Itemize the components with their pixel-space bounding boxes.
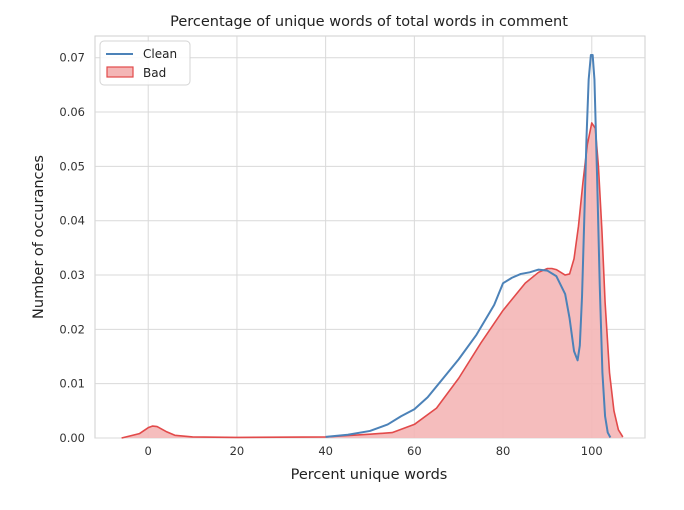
- y-tick-label: 0.07: [59, 51, 85, 65]
- y-axis-ticks: 0.00 0.01 0.02 0.03 0.04 0.05 0.06 0.07: [59, 51, 85, 445]
- series-layer: [121, 54, 624, 439]
- x-tick-label: 0: [145, 444, 152, 458]
- y-tick-label: 0.05: [59, 159, 85, 173]
- legend: Clean Bad: [99, 40, 191, 86]
- x-tick-label: 20: [230, 444, 245, 458]
- series-clean-line: [325, 54, 612, 438]
- y-tick-label: 0.01: [59, 377, 85, 391]
- series-bad-area: [121, 122, 623, 439]
- y-tick-label: 0.03: [59, 268, 85, 282]
- y-tick-label: 0.06: [59, 105, 85, 119]
- y-axis-label: Number of occurances: [31, 155, 47, 319]
- x-tick-label: 60: [407, 444, 422, 458]
- x-tick-label: 80: [496, 444, 511, 458]
- x-tick-label: 100: [581, 444, 603, 458]
- y-tick-label: 0.04: [59, 214, 85, 228]
- plot-area: [94, 35, 646, 439]
- x-tick-label: 40: [318, 444, 333, 458]
- legend-swatch-bad: [106, 66, 134, 78]
- chart-title: Percentage of unique words of total word…: [170, 14, 568, 30]
- x-axis-ticks: 0 20 40 60 80 100: [145, 444, 603, 458]
- legend-label-bad: Bad: [143, 66, 166, 80]
- x-axis-label: Percent unique words: [291, 467, 448, 483]
- y-tick-label: 0.00: [59, 431, 85, 445]
- legend-label-clean: Clean: [143, 47, 177, 61]
- y-tick-label: 0.02: [59, 322, 85, 336]
